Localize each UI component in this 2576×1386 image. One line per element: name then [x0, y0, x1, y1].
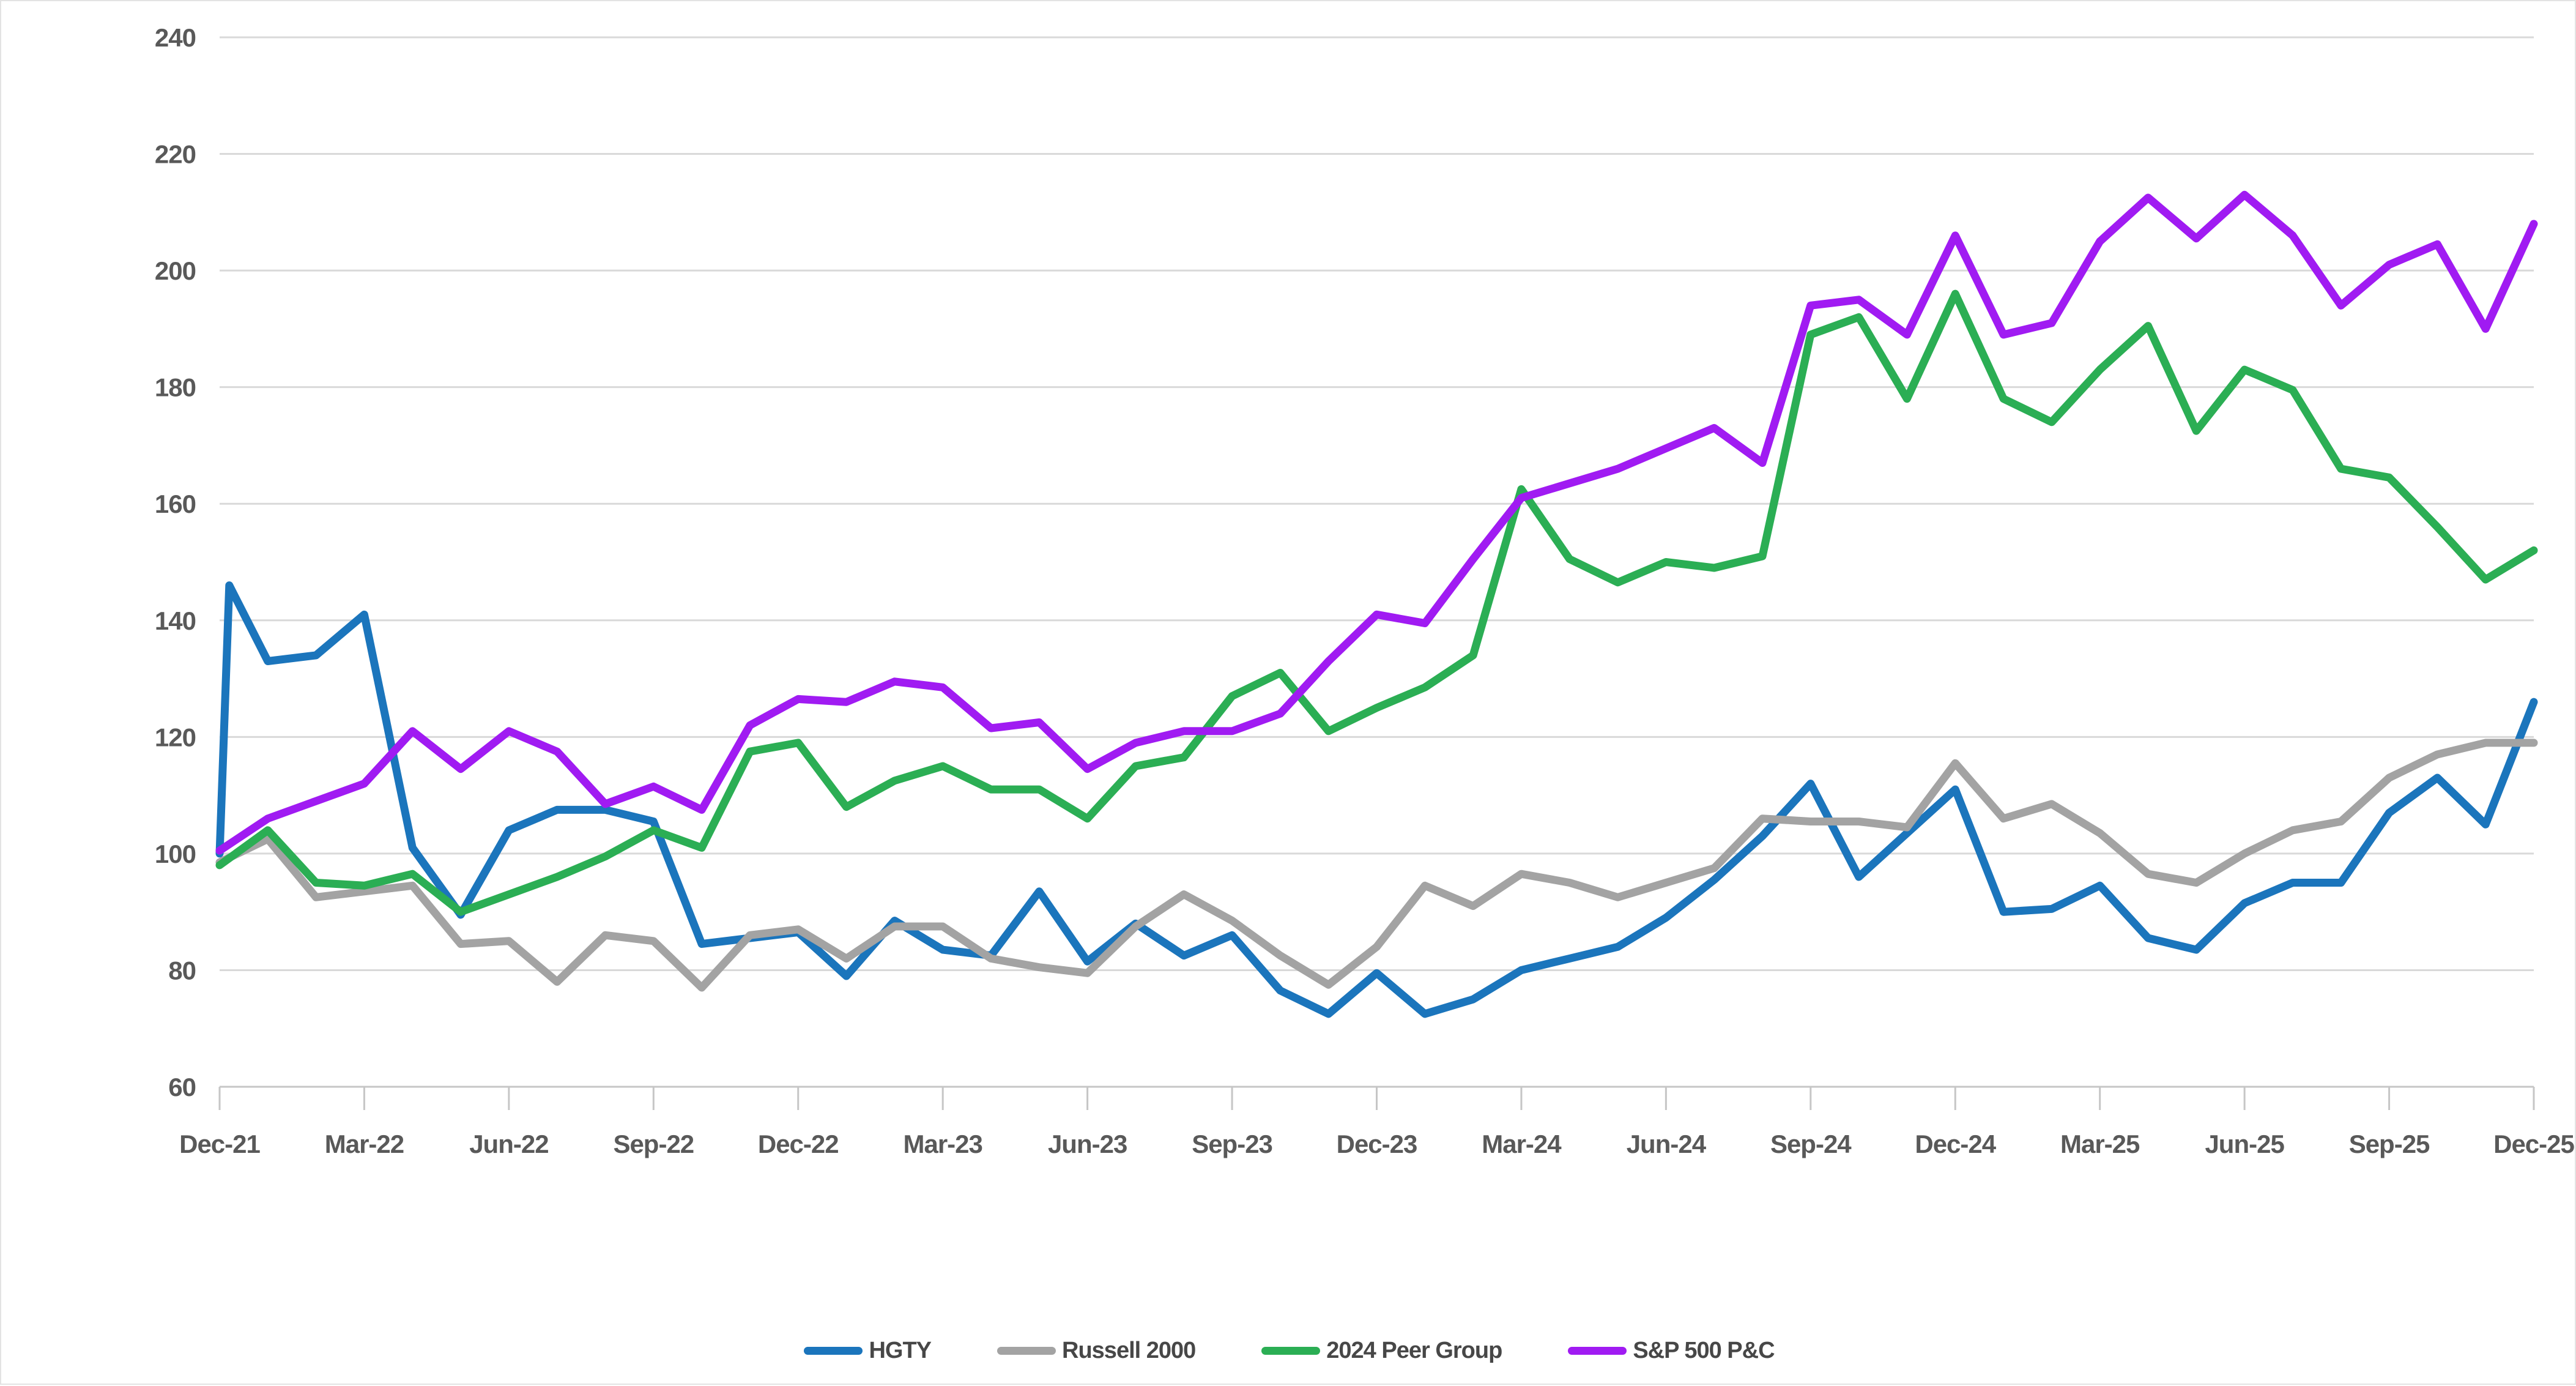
y-axis-label-180: 180 [155, 373, 196, 402]
y-axis-label-120: 120 [155, 723, 196, 751]
series-line-2024-peer-group [215, 289, 2538, 916]
x-axis-label-Dec-25: Dec-25 [2493, 1130, 2574, 1158]
x-axis-label-Jun-22: Jun-22 [469, 1130, 548, 1158]
y-axis-label-80: 80 [168, 956, 196, 985]
x-axis-label-Mar-22: Mar-22 [325, 1130, 404, 1158]
x-axis-label-Sep-22: Sep-22 [613, 1130, 694, 1158]
x-axis-label-Jun-25: Jun-25 [2205, 1130, 2284, 1158]
chart-legend: HGTY Russell 2000 2024 Peer Group S&P 50… [1, 1323, 2576, 1378]
x-axis-label-Sep-23: Sep-23 [1192, 1130, 1272, 1158]
x-axis-label-Dec-21: Dec-21 [179, 1130, 260, 1158]
x-axis-label-Mar-24: Mar-24 [1482, 1130, 1562, 1158]
russell-2000-line-swatch-icon [997, 1346, 1056, 1355]
y-axis-label-100: 100 [155, 840, 196, 868]
series-line-russell-2000 [215, 739, 2538, 992]
series-line-s-p-500-p-c [215, 190, 2538, 855]
x-axis-label-Mar-25: Mar-25 [2060, 1130, 2140, 1158]
legend-item-sp500-pc: S&P 500 P&C [1568, 1337, 1775, 1364]
legend-item-peer-group: 2024 Peer Group [1261, 1338, 1502, 1364]
legend-label-hgty: HGTY [869, 1337, 932, 1363]
legend-label-russell-2000: Russell 2000 [1062, 1337, 1196, 1363]
hgty-line-swatch-icon [804, 1346, 863, 1355]
legend-item-russell-2000: Russell 2000 [997, 1337, 1196, 1364]
peer-group-line-swatch-icon [1261, 1346, 1321, 1355]
y-axis-label-60: 60 [168, 1073, 196, 1101]
sp500-pc-line-swatch-icon [1568, 1346, 1627, 1355]
x-axis-label-Sep-24: Sep-24 [1770, 1130, 1852, 1158]
legend-label-peer-group: 2024 Peer Group [1326, 1337, 1502, 1363]
legend-label-sp500-pc: S&P 500 P&C [1633, 1337, 1775, 1363]
series-line-hgty [215, 581, 2538, 1018]
x-axis-label-Dec-22: Dec-22 [758, 1130, 839, 1158]
y-axis-label-200: 200 [155, 256, 196, 285]
x-axis-label-Jun-23: Jun-23 [1048, 1130, 1127, 1158]
x-axis-label-Jun-24: Jun-24 [1627, 1130, 1707, 1158]
y-axis-label-140: 140 [155, 606, 196, 635]
y-axis-label-160: 160 [155, 490, 196, 518]
x-axis-label-Dec-24: Dec-24 [1915, 1130, 1996, 1158]
x-axis-label-Mar-23: Mar-23 [903, 1130, 982, 1158]
x-axis-label-Sep-25: Sep-25 [2349, 1130, 2430, 1158]
legend-item-hgty: HGTY [804, 1337, 932, 1364]
x-axis-label-Dec-23: Dec-23 [1337, 1130, 1417, 1158]
y-axis-label-240: 240 [155, 23, 196, 52]
y-axis-label-220: 220 [155, 140, 196, 169]
